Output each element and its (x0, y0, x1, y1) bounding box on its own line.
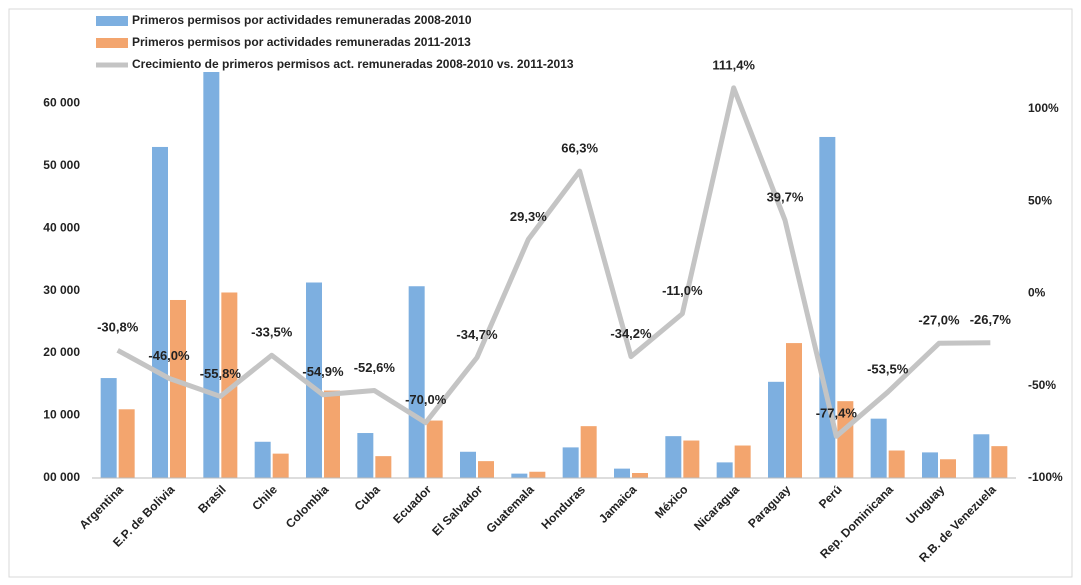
data-label: 29,3% (510, 209, 547, 224)
data-label: -33,5% (251, 325, 293, 340)
bar (100, 378, 117, 478)
x-tick-label: Argentina (77, 482, 127, 532)
x-tick-label: Colombia (283, 482, 332, 531)
bar (940, 459, 956, 478)
bar (870, 418, 887, 478)
growth-line (116, 85, 991, 439)
bar (562, 447, 579, 478)
bar (529, 471, 546, 478)
legend-label: Primeros permisos por actividades remune… (132, 13, 472, 27)
data-label: 66,3% (561, 141, 598, 156)
bar (614, 468, 630, 478)
y-tick-label: 20 000 (43, 345, 80, 359)
x-tick-label: Cuba (352, 482, 383, 513)
bar (375, 456, 392, 478)
x-tick-label: Guatemala (483, 482, 537, 536)
bar (203, 72, 220, 478)
bar (665, 436, 682, 478)
y2-tick-label: 50% (1028, 193, 1052, 207)
bar (357, 433, 374, 478)
x-tick-label: Jamaica (596, 482, 640, 526)
bar (786, 343, 802, 478)
y2-tick-label: -100% (1028, 470, 1063, 484)
y-tick-label: 10 000 (43, 408, 80, 422)
data-label: 39,7% (767, 190, 804, 205)
y-tick-label: 40 000 (43, 220, 80, 234)
bar (991, 446, 1008, 478)
x-tick-label: Chile (249, 482, 280, 513)
data-label: -46,0% (148, 348, 190, 363)
bar (819, 136, 836, 478)
bar (511, 473, 528, 478)
y2-tick-label: 0% (1028, 286, 1046, 300)
bar (306, 282, 322, 478)
bar (254, 441, 271, 478)
bar (683, 440, 700, 478)
bar (426, 420, 443, 478)
chart-border (8, 8, 1073, 578)
x-tick-label: México (652, 482, 691, 521)
legend-label: Crecimiento de primeros permisos act. re… (132, 57, 574, 71)
y2-tick-label: -50% (1028, 378, 1056, 392)
x-tick-label: Paraguay (745, 482, 793, 530)
x-tick-label: Ecuador (390, 482, 434, 526)
bar (272, 453, 289, 478)
x-tick-label: Perú (816, 482, 845, 511)
bar (837, 401, 854, 478)
y2-tick-label: 100% (1028, 101, 1059, 115)
y-tick-label: 60 000 (43, 95, 80, 109)
data-label: -55,8% (200, 366, 242, 381)
x-tick-label: Nicaragua (691, 482, 742, 533)
data-label: -30,8% (97, 320, 139, 335)
bar (221, 292, 238, 478)
data-label: -27,0% (918, 313, 960, 328)
bar (632, 473, 648, 478)
bar (324, 390, 340, 478)
bar (478, 461, 494, 478)
bar (408, 286, 425, 478)
y-tick-label: 50 000 (43, 158, 80, 172)
bar (152, 146, 168, 478)
bar (716, 462, 733, 478)
legend-label: Primeros permisos por actividades remune… (132, 35, 471, 49)
y-tick-label: 30 000 (43, 283, 80, 297)
data-label: -34,7% (456, 327, 498, 342)
data-label: -70,0% (405, 392, 447, 407)
data-label: -53,5% (867, 362, 909, 377)
data-label: -11,0% (662, 283, 703, 298)
x-tick-label: Uruguay (903, 482, 948, 527)
bar (170, 299, 186, 478)
x-tick-label: Brasil (195, 482, 228, 515)
data-label: -77,4% (816, 406, 858, 421)
bar (734, 445, 751, 478)
data-label: -54,9% (302, 364, 344, 379)
x-tick-label: El Salvador (429, 482, 485, 538)
bar (888, 450, 905, 478)
bar (768, 381, 784, 478)
y-tick-label: 00 000 (43, 470, 80, 484)
data-label: 111,4% (712, 57, 755, 72)
data-label: -52,6% (354, 360, 396, 375)
bar (118, 409, 135, 478)
bar (460, 451, 476, 478)
data-label: -26,7% (970, 312, 1012, 327)
data-label: -34,2% (610, 326, 652, 341)
legend-swatch (96, 16, 128, 26)
x-tick-label: Honduras (539, 482, 589, 532)
bar (922, 452, 938, 478)
legend-swatch (96, 38, 128, 48)
bar (973, 434, 990, 478)
bar (580, 426, 597, 478)
